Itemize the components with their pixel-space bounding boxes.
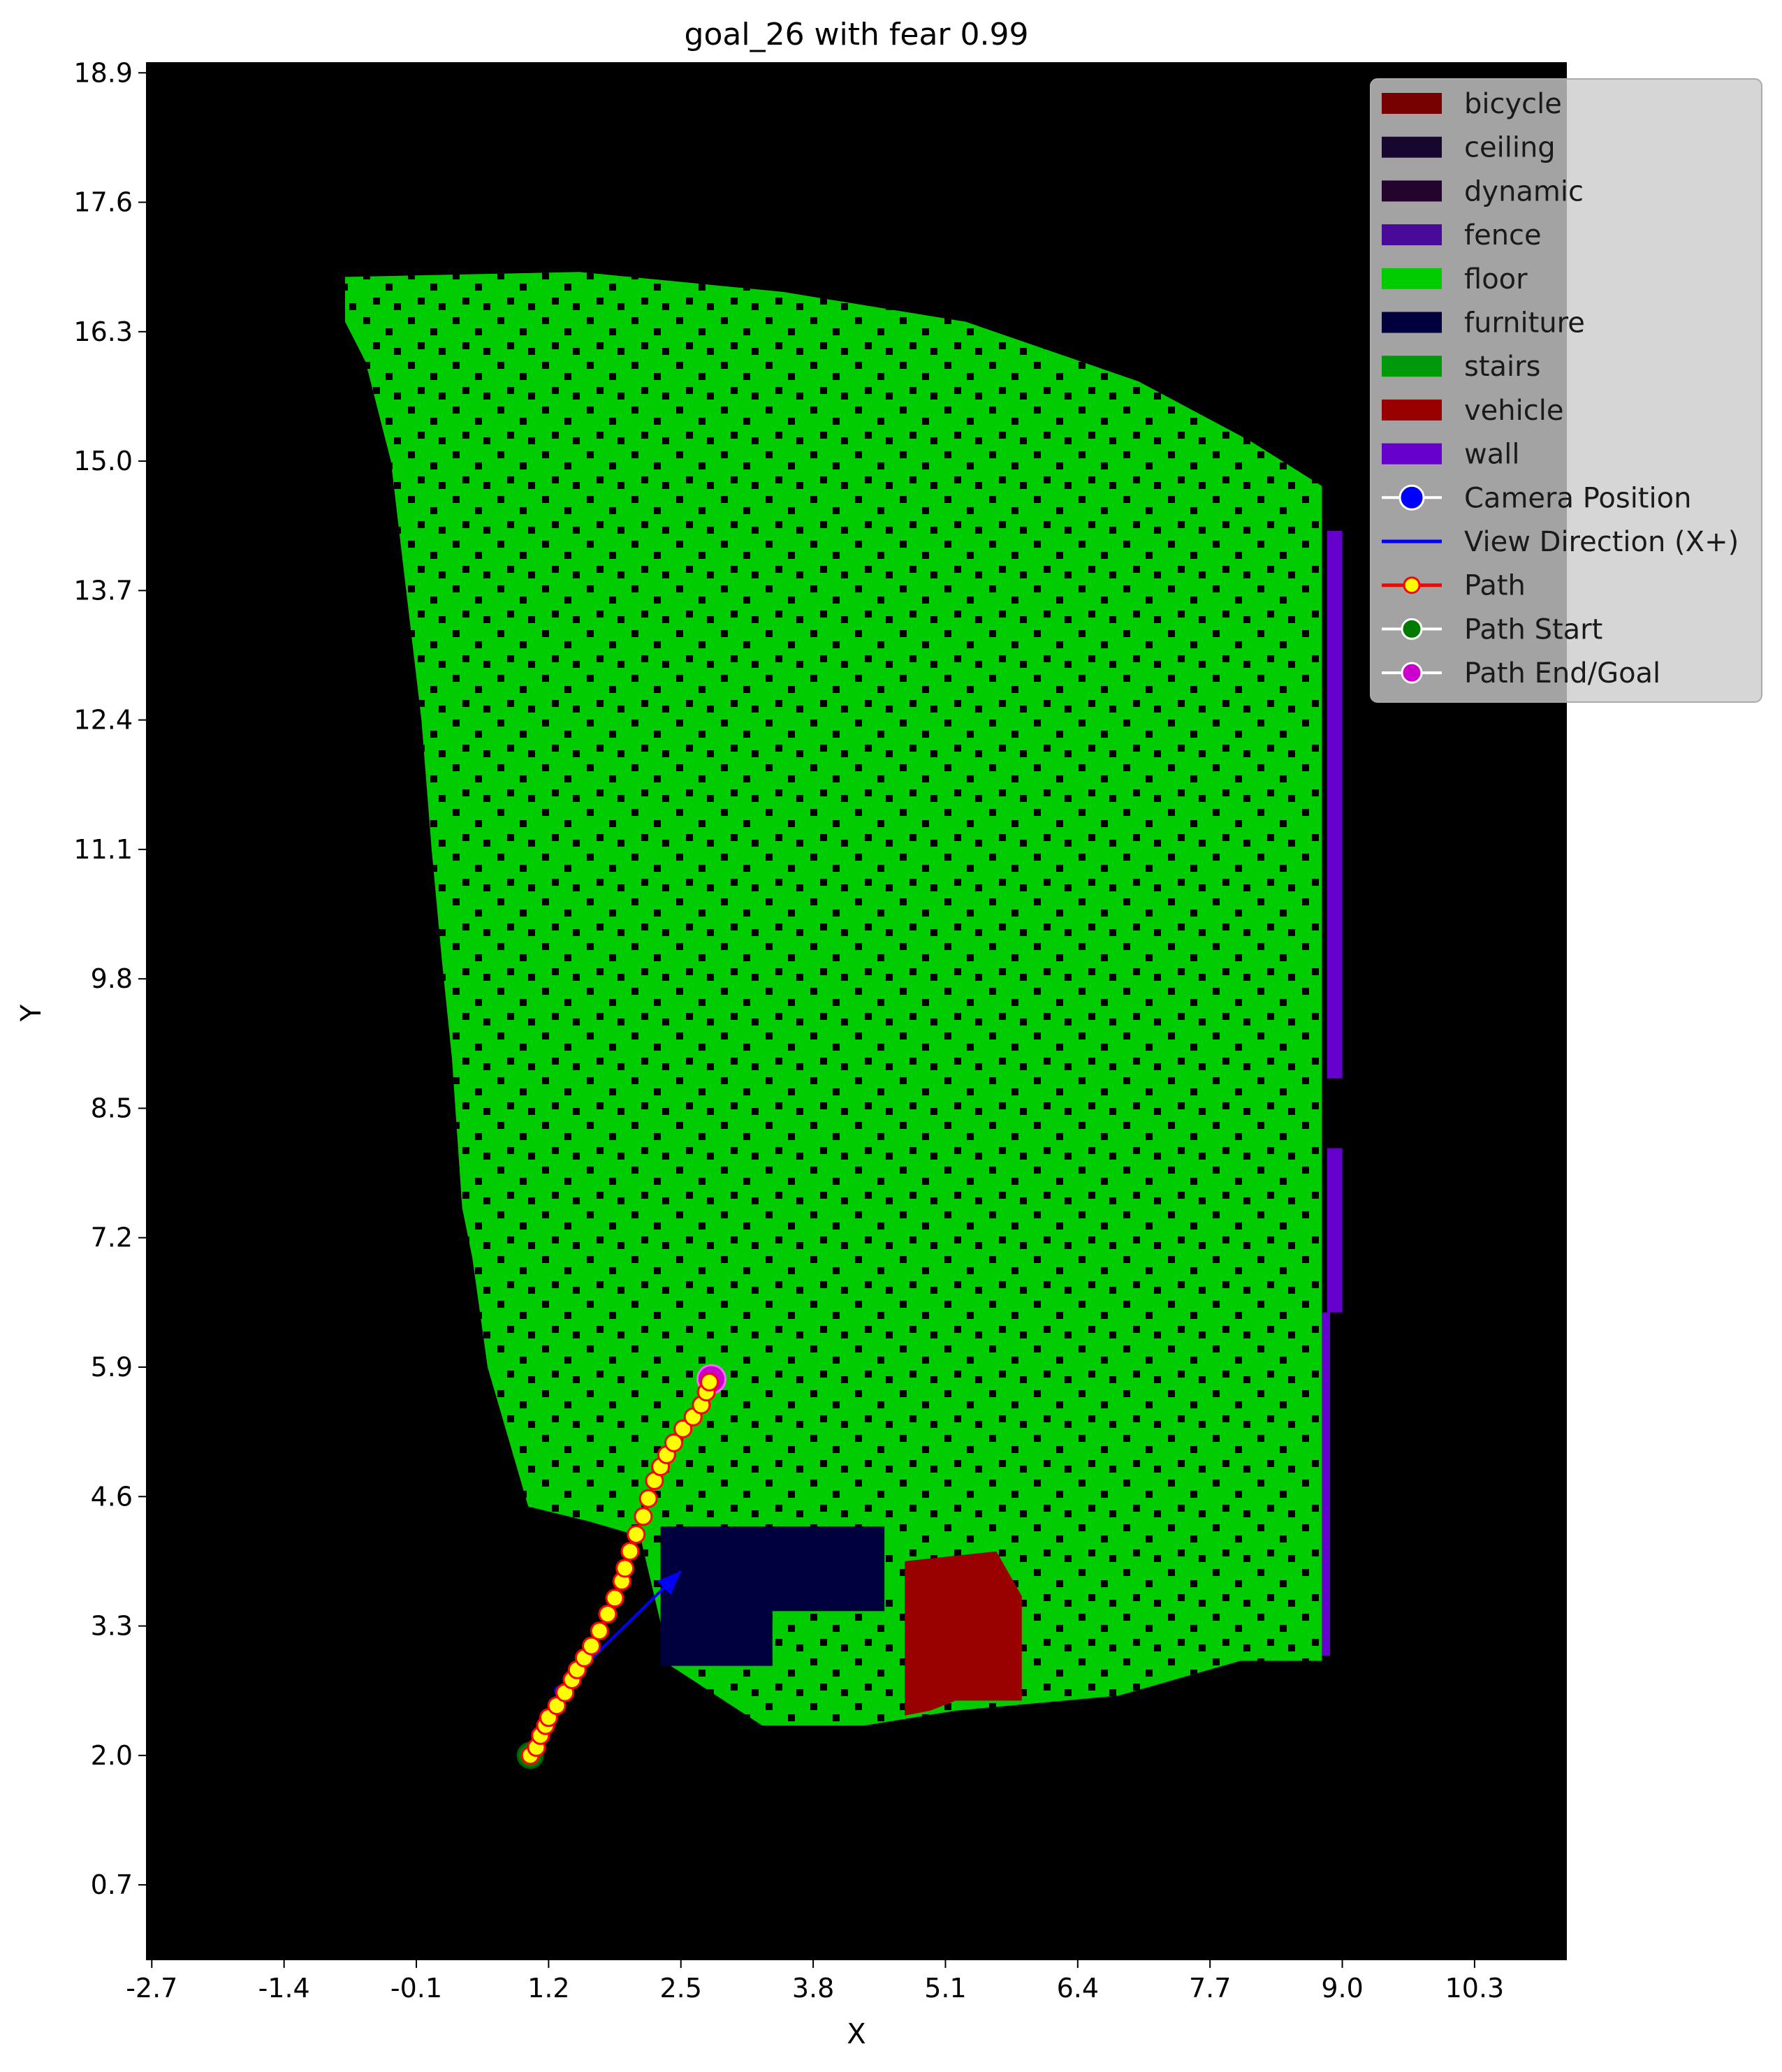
path-point: [673, 1419, 693, 1438]
legend-item: floor: [1382, 263, 1528, 296]
legend-swatch-marker: [1403, 576, 1421, 594]
legend-item: Camera Position: [1382, 482, 1691, 514]
region-wall: [1327, 1148, 1343, 1313]
legend-item: dynamic: [1382, 175, 1584, 207]
legend-label: ceiling: [1464, 132, 1556, 164]
path-point: [598, 1604, 618, 1624]
legend-swatch: [1382, 224, 1442, 246]
legend-swatch: [1382, 180, 1442, 202]
y-tick-label: 8.5: [91, 1093, 133, 1123]
x-tick-label: 6.4: [1057, 1973, 1099, 2004]
path-point: [700, 1372, 720, 1392]
legend-swatch: [1382, 93, 1442, 114]
path-point: [615, 1559, 635, 1578]
legend-frame: [1370, 78, 1762, 703]
y-axis-ticks: 0.7 2.0 3.3 4.6 5.9 7.2 8.5 9.8 11.1 12.4 13.7 15.0…: [73, 57, 147, 1900]
path-point: [627, 1524, 646, 1544]
path-point: [582, 1636, 601, 1656]
y-tick-label: 5.9: [91, 1352, 133, 1382]
view-direction-arrowhead: [657, 1571, 681, 1595]
legend-label: View Direction (X+): [1464, 526, 1739, 558]
legend-item: bicycle: [1382, 88, 1562, 120]
legend-swatch: [1382, 312, 1442, 333]
path-point: [638, 1489, 658, 1508]
legend-item: Path: [1382, 570, 1526, 602]
y-tick-label: 2.0: [91, 1740, 133, 1771]
legend-swatch: [1382, 268, 1442, 289]
x-tick-label: -1.4: [258, 1973, 310, 2004]
y-tick-label: 17.6: [73, 187, 133, 218]
legend-swatch: [1382, 356, 1442, 377]
x-tick-label: 7.7: [1189, 1973, 1231, 2004]
legend-swatch-marker: [1398, 484, 1425, 511]
y-tick-label: 15.0: [73, 446, 133, 476]
semantic-regions: [345, 272, 1343, 1726]
legend-label: bicycle: [1464, 88, 1562, 120]
x-tick-label: 10.3: [1445, 1973, 1505, 2004]
x-axis-ticks: -2.7 -1.4 -0.1 1.2 2.5 3.8 5.1 6.4 7.7 9.0 10.3: [126, 1960, 1504, 2004]
region-furniture: [660, 1526, 885, 1666]
x-tick-label: 5.1: [924, 1973, 966, 2004]
region-vehicle: [905, 1551, 1022, 1716]
y-tick-label: 0.7: [91, 1869, 133, 1900]
legend-item: Path Start: [1382, 613, 1602, 645]
legend-item: fence: [1382, 219, 1542, 251]
x-tick-label: -0.1: [390, 1973, 442, 2004]
legend-swatch: [1382, 136, 1442, 158]
legend-label: Path: [1464, 570, 1526, 602]
legend: bicycle ceiling dynamic fence floor furniture…: [1370, 78, 1762, 703]
legend-label: floor: [1464, 263, 1528, 296]
legend-item: stairs: [1382, 351, 1540, 383]
path-point: [590, 1621, 609, 1641]
y-axis-label: Y: [15, 1004, 48, 1022]
y-tick-label: 9.8: [91, 963, 133, 994]
legend-label: stairs: [1464, 351, 1540, 383]
legend-label: wall: [1464, 439, 1519, 471]
y-tick-label: 13.7: [73, 575, 133, 606]
x-tick-label: 1.2: [527, 1973, 569, 2004]
chart-title: goal_26 with fear 0.99: [685, 17, 1029, 52]
region-floor-speckle: [345, 272, 1322, 1726]
legend-label: Path End/Goal: [1464, 657, 1660, 690]
legend-item: vehicle: [1382, 395, 1563, 427]
legend-label: dynamic: [1464, 175, 1584, 207]
legend-item: wall: [1382, 439, 1519, 471]
legend-item: furniture: [1382, 307, 1585, 340]
legend-swatch: [1382, 443, 1442, 465]
plot-frame: [146, 62, 1567, 1960]
x-tick-label: 3.8: [792, 1973, 834, 2004]
path-point: [605, 1589, 625, 1608]
legend-label: furniture: [1464, 307, 1585, 340]
y-tick-label: 18.9: [73, 57, 133, 88]
legend-item: ceiling: [1382, 132, 1556, 164]
y-tick-label: 3.3: [91, 1611, 133, 1642]
path-point: [620, 1542, 640, 1561]
region-wall: [1327, 530, 1343, 1079]
y-tick-label: 12.4: [73, 705, 133, 736]
x-axis-label: X: [847, 2018, 866, 2050]
path-point: [634, 1507, 653, 1526]
x-tick-label: 2.5: [660, 1973, 702, 2004]
path-layer: [516, 1364, 726, 1770]
legend-swatch: [1382, 399, 1442, 421]
y-tick-label: 7.2: [91, 1223, 133, 1253]
legend-swatch-marker: [1401, 618, 1423, 640]
legend-label: Path Start: [1464, 613, 1602, 645]
x-tick-label: 9.0: [1321, 1973, 1363, 2004]
legend-label: fence: [1464, 219, 1542, 251]
legend-label: Camera Position: [1464, 482, 1691, 514]
y-tick-label: 16.3: [73, 316, 133, 347]
x-tick-label: -2.7: [126, 1973, 177, 2004]
region-wall: [1322, 1312, 1331, 1656]
legend-label: vehicle: [1464, 395, 1563, 427]
legend-item: View Direction (X+): [1382, 526, 1739, 558]
y-tick-label: 4.6: [91, 1481, 133, 1512]
legend-item: Path End/Goal: [1382, 657, 1660, 690]
path-point: [664, 1433, 684, 1452]
y-tick-label: 11.1: [73, 834, 133, 865]
legend-swatch-marker: [1401, 662, 1423, 684]
